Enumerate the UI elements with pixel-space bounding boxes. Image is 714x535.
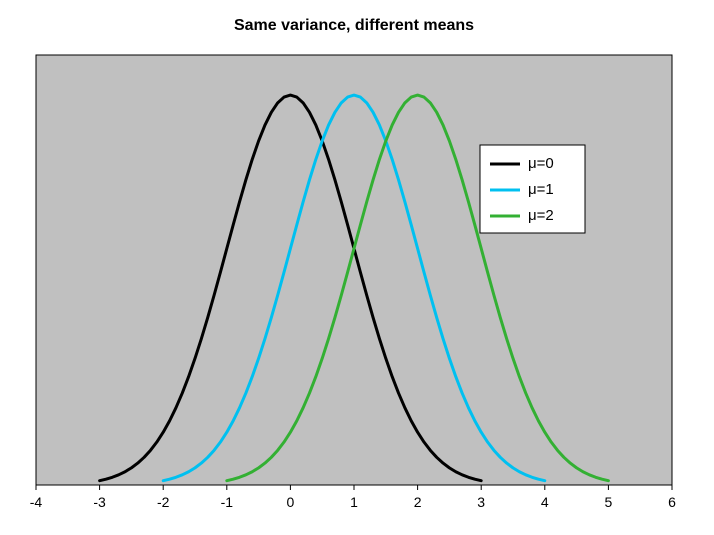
x-tick-label: -4 (30, 494, 43, 510)
legend-label-2: μ=2 (528, 207, 554, 224)
x-tick-label: -1 (221, 494, 234, 510)
legend-label-1: μ=1 (528, 181, 554, 198)
x-tick-label: -3 (93, 494, 106, 510)
x-tick-label: 4 (541, 494, 549, 510)
x-tick-label: 2 (414, 494, 422, 510)
x-tick-label: 6 (668, 494, 676, 510)
x-tick-label: 3 (477, 494, 485, 510)
legend-label-0: μ=0 (528, 155, 554, 172)
x-tick-label: 1 (350, 494, 358, 510)
chart-title: Same variance, different means (234, 17, 474, 34)
plot-area (36, 55, 672, 485)
x-tick-label: 5 (605, 494, 613, 510)
normal-distribution-chart: Same variance, different means -4 -3 -2 -1 0 1… (0, 0, 714, 535)
x-tick-label: 0 (287, 494, 295, 510)
x-tick-label: -2 (157, 494, 170, 510)
